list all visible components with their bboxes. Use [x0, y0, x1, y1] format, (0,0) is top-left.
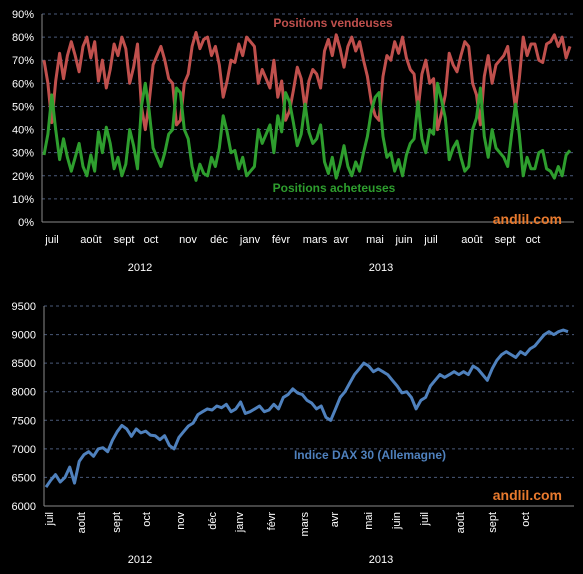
x-tick-label: juil: [44, 512, 56, 526]
y-tick-label: 90%: [12, 9, 34, 21]
x-tick-label: févr: [272, 234, 291, 246]
y-tick-label: 80%: [12, 32, 34, 44]
x-tick-label: oct: [144, 234, 159, 246]
x-tick-label: mai: [363, 512, 375, 530]
y-tick-label: 60%: [12, 78, 34, 90]
y-tick-label: 7000: [12, 444, 36, 456]
x-tick-label: oct: [526, 234, 541, 246]
x-tick-label: août: [76, 512, 88, 533]
series-line-dax: [44, 328, 569, 488]
y-tick-label: 8000: [12, 387, 36, 399]
y-tick-label: 7500: [12, 415, 36, 427]
series-line-acheteuses: [42, 81, 572, 182]
x-tick-label: oct: [520, 512, 532, 527]
x-tick-label: janv: [234, 512, 246, 534]
x-tick-label: sept: [114, 234, 135, 246]
year-label: 2012: [128, 262, 152, 274]
x-tick-label: avr: [329, 512, 341, 528]
x-tick-label: déc: [210, 234, 228, 246]
x-tick-label: juil: [44, 234, 58, 246]
y-tick-label: 9000: [12, 330, 36, 342]
y-tick-label: 9500: [12, 301, 36, 313]
x-tick-label: sept: [111, 512, 123, 533]
series-label: Positions vendeuses: [273, 16, 393, 30]
y-tick-label: 30%: [12, 148, 34, 160]
positions-chart: 0% 10% 20% 30% 40% 50% 60% 70% 80% 90% juil août sep…: [12, 9, 574, 274]
x-tick-label: juil: [419, 512, 431, 526]
x-tick-label: août: [461, 234, 482, 246]
y-tick-label: 6500: [12, 472, 36, 484]
x-tick-label: juin: [391, 512, 403, 530]
x-tick-label: août: [455, 512, 467, 533]
y-tick-label: 20%: [12, 171, 34, 183]
x-tick-label: avr: [333, 234, 349, 246]
series-label: Indice DAX 30 (Allemagne): [294, 448, 446, 462]
x-tick-label: janv: [239, 234, 261, 246]
y-tick-label: 40%: [12, 125, 34, 137]
x-tick-label: sept: [487, 512, 499, 533]
x-tick-label: sept: [495, 234, 516, 246]
year-label: 2013: [369, 554, 393, 566]
x-tick-label: oct: [141, 512, 153, 527]
x-tick-label: juil: [423, 234, 437, 246]
year-label: 2013: [369, 262, 393, 274]
watermark: andlil.com: [493, 487, 562, 503]
series-label: Positions acheteuses: [273, 181, 396, 195]
x-tick-label: mars: [299, 512, 311, 537]
year-label: 2012: [128, 554, 152, 566]
y-tick-label: 50%: [12, 101, 34, 113]
y-tick-label: 8500: [12, 358, 36, 370]
y-tick-label: 10%: [12, 194, 34, 206]
y-tick-label: 0%: [18, 217, 34, 229]
x-tick-label: févr: [266, 512, 278, 531]
watermark: andlil.com: [493, 211, 562, 227]
x-tick-label: nov: [179, 234, 197, 246]
x-tick-label: août: [80, 234, 101, 246]
x-tick-label: mars: [303, 234, 328, 246]
x-tick-label: juin: [394, 234, 412, 246]
y-tick-label: 6000: [12, 501, 36, 513]
x-tick-label: déc: [207, 512, 219, 530]
x-tick-label: nov: [175, 512, 187, 530]
dax-index-chart: 6000 6500 7000 7500 8000 8500 9000 9500 juil août…: [12, 301, 574, 566]
x-tick-label: mai: [366, 234, 384, 246]
y-tick-label: 70%: [12, 55, 34, 67]
